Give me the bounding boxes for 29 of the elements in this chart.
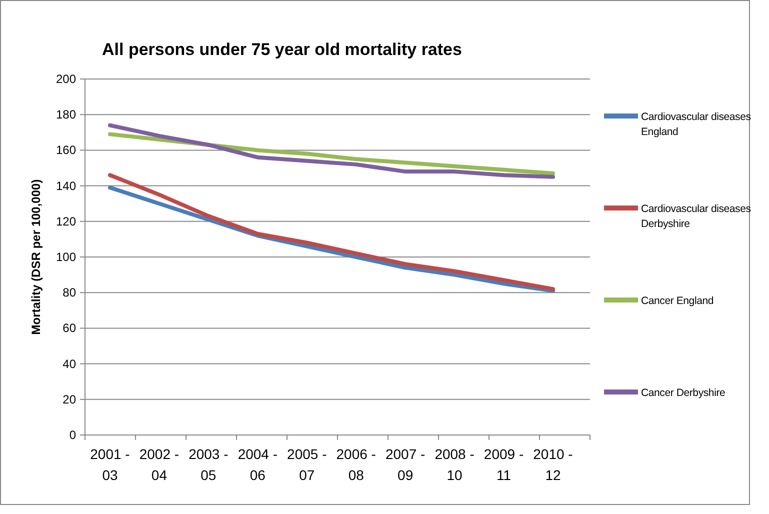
x-tick-label: 2002 - 04 [139, 446, 180, 483]
x-tick-label: 2005 - 07 [287, 446, 328, 483]
y-tick-label: 140 [56, 178, 76, 193]
y-tick-label: 200 [56, 72, 76, 86]
legend-label: Cancer Derbyshire [641, 387, 726, 399]
y-tick-label: 100 [56, 250, 76, 264]
x-tick-label: 2008 - 10 [434, 446, 475, 483]
x-tick-label: 2001 - 03 [90, 446, 130, 483]
legend-label: Cardiovascular diseases England [641, 111, 751, 138]
x-tick-label: 2009 - 11 [484, 446, 524, 483]
y-tick-label: 120 [56, 214, 76, 228]
x-tick-label: 2003 - 05 [188, 446, 229, 483]
y-axis-title: Mortality (DSR per 100,000) [29, 179, 43, 335]
y-tick-label: 60 [62, 321, 76, 336]
chart-title: All persons under 75 year old mortality rates [102, 40, 462, 59]
y-tick-label: 180 [56, 108, 76, 122]
x-tick-label: 2007 - 09 [385, 446, 426, 483]
x-tick-label: 2006 - 08 [336, 446, 376, 483]
x-tick-label: 2010 - 12 [533, 446, 574, 483]
line-series [108, 132, 555, 176]
y-tick-label: 0 [69, 428, 76, 442]
y-tick-label: 20 [62, 392, 76, 406]
x-tick-label: 2004 - 06 [238, 446, 278, 483]
y-tick-label: 80 [62, 286, 76, 300]
y-tick-label: 160 [56, 143, 76, 158]
legend-label: Cardiovascular diseases Derbyshire [641, 203, 751, 230]
y-tick-label: 40 [62, 356, 76, 371]
legend-label: Cancer England [641, 295, 714, 307]
line-series [108, 123, 555, 179]
